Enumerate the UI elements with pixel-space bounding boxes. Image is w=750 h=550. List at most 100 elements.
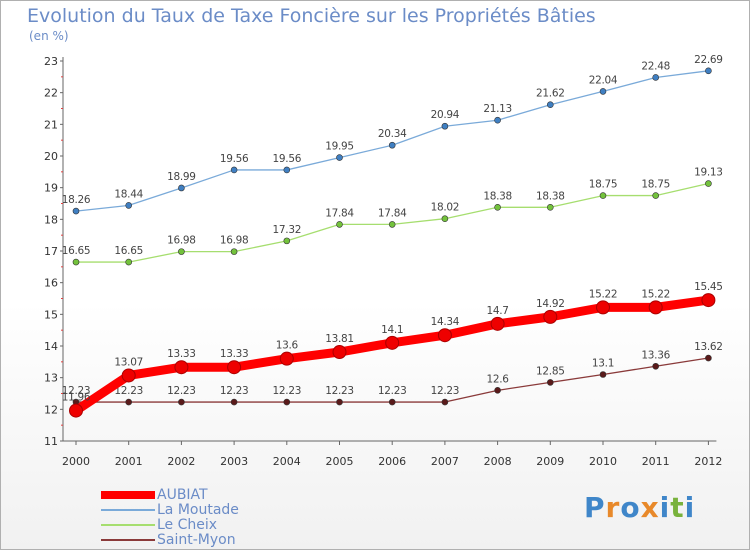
- legend-label: Saint-Myon: [157, 531, 236, 548]
- data-label: 12.6: [487, 373, 510, 385]
- data-label: 12.23: [273, 385, 302, 397]
- x-tick-label: 2001: [115, 455, 143, 468]
- chart-title: Evolution du Taux de Taxe Foncière sur l…: [27, 5, 596, 27]
- data-label: 21.13: [483, 103, 512, 115]
- data-point: [336, 398, 343, 406]
- data-point: [230, 166, 238, 174]
- data-point: [441, 122, 449, 130]
- data-point: [652, 192, 660, 199]
- data-point: [705, 67, 712, 75]
- data-point: [705, 180, 712, 187]
- data-point: [125, 258, 132, 266]
- data-label: 13.33: [220, 348, 249, 360]
- y-tick-label: 18: [44, 213, 58, 226]
- data-point: [494, 204, 501, 211]
- data-point: [385, 335, 400, 350]
- data-label: 15.22: [641, 288, 670, 300]
- data-point: [336, 154, 343, 161]
- data-label: 22.04: [589, 74, 618, 86]
- data-point: [596, 300, 610, 315]
- y-tick-label: 21: [44, 118, 58, 131]
- data-point: [546, 379, 554, 386]
- data-point: [332, 345, 347, 360]
- data-label: 19.56: [220, 153, 249, 165]
- logo-letter: t: [670, 491, 685, 524]
- x-tick-label: 2006: [378, 455, 406, 468]
- y-tick-label: 23: [44, 55, 58, 68]
- x-tick-label: 2002: [167, 455, 195, 468]
- data-point: [279, 351, 294, 366]
- data-point: [178, 248, 185, 255]
- logo-letter: i: [659, 491, 671, 524]
- y-tick-label: 19: [44, 182, 58, 195]
- data-label: 18.75: [641, 179, 670, 191]
- data-point: [178, 184, 185, 192]
- logo-letter: x: [640, 491, 660, 524]
- data-label: 16.98: [167, 235, 196, 247]
- data-label: 13.6: [276, 340, 299, 352]
- data-label: 18.75: [589, 179, 618, 191]
- data-label: 22.69: [694, 54, 723, 66]
- x-tick-label: 2007: [431, 455, 459, 468]
- data-label: 15.22: [589, 288, 618, 300]
- data-point: [72, 207, 80, 215]
- data-point: [230, 398, 238, 406]
- data-point: [648, 300, 663, 315]
- data-point: [174, 360, 189, 375]
- data-point: [652, 74, 660, 81]
- data-label: 16.65: [114, 245, 143, 257]
- data-label: 18.02: [431, 202, 460, 214]
- x-tick-label: 2012: [694, 455, 722, 468]
- data-label: 12.23: [62, 385, 91, 397]
- data-point: [701, 293, 716, 308]
- logo-letter: P: [584, 491, 606, 524]
- legend-swatch: [101, 490, 155, 499]
- data-label: 12.23: [325, 385, 354, 397]
- data-point: [227, 360, 242, 375]
- data-point: [283, 166, 291, 174]
- data-point: [599, 371, 607, 378]
- data-label: 16.98: [220, 235, 249, 247]
- logo-letter: o: [620, 491, 641, 524]
- data-label: 18.38: [536, 190, 565, 202]
- data-point: [230, 248, 238, 255]
- legend-label: La Moutade: [157, 501, 239, 518]
- legend-item-aubiat: AUBIAT: [101, 487, 239, 502]
- data-label: 14.92: [536, 298, 565, 310]
- data-label: 13.33: [167, 348, 196, 360]
- data-point: [388, 221, 396, 228]
- x-tick-label: 2008: [484, 455, 512, 468]
- data-label: 13.36: [641, 349, 670, 361]
- x-tick-label: 2000: [62, 455, 90, 468]
- data-label: 12.23: [114, 385, 143, 397]
- data-point: [388, 398, 396, 406]
- data-point: [69, 403, 83, 418]
- data-point: [125, 398, 132, 406]
- chart-subtitle: (en %): [29, 29, 69, 43]
- legend-item-la-moutade: La Moutade: [101, 502, 239, 517]
- data-point: [543, 309, 558, 324]
- x-tick-label: 2010: [589, 455, 617, 468]
- y-tick-label: 22: [44, 87, 58, 100]
- data-label: 21.62: [536, 88, 565, 100]
- legend-label: AUBIAT: [157, 486, 208, 503]
- y-tick-label: 16: [44, 277, 58, 290]
- y-tick-label: 14: [44, 340, 58, 353]
- data-point: [125, 202, 132, 209]
- data-label: 15.45: [694, 281, 723, 293]
- data-label: 14.7: [487, 305, 509, 317]
- data-label: 16.65: [62, 245, 91, 257]
- data-point: [705, 354, 712, 362]
- legend-swatch: [101, 508, 155, 511]
- data-label: 18.44: [114, 188, 143, 200]
- legend-label: Le Cheix: [157, 516, 218, 533]
- legend-swatch: [101, 538, 155, 541]
- x-tick-label: 2003: [220, 455, 248, 468]
- x-tick-label: 2004: [273, 455, 301, 468]
- data-point: [599, 192, 607, 199]
- data-point: [441, 398, 449, 406]
- data-label: 18.26: [62, 194, 91, 206]
- data-label: 19.13: [694, 167, 723, 179]
